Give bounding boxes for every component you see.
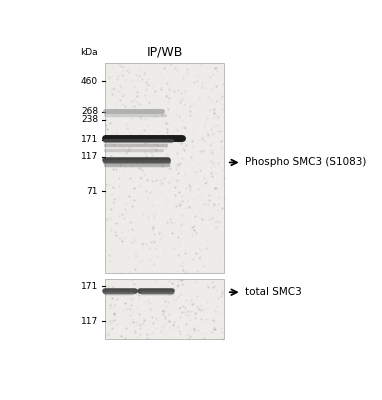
Text: 71: 71	[87, 187, 98, 196]
FancyBboxPatch shape	[105, 63, 224, 273]
FancyBboxPatch shape	[105, 279, 224, 339]
Text: 171: 171	[81, 282, 98, 291]
Text: IP/WB: IP/WB	[147, 46, 183, 59]
Text: total SMC3: total SMC3	[244, 287, 301, 297]
Text: kDa: kDa	[81, 48, 98, 57]
Text: 238: 238	[81, 116, 98, 124]
Text: 117: 117	[81, 152, 98, 161]
Text: 117: 117	[81, 316, 98, 326]
Text: 268: 268	[81, 107, 98, 116]
Text: Phospho SMC3 (S1083): Phospho SMC3 (S1083)	[244, 158, 366, 168]
Text: 460: 460	[81, 77, 98, 86]
Text: 171: 171	[81, 135, 98, 144]
